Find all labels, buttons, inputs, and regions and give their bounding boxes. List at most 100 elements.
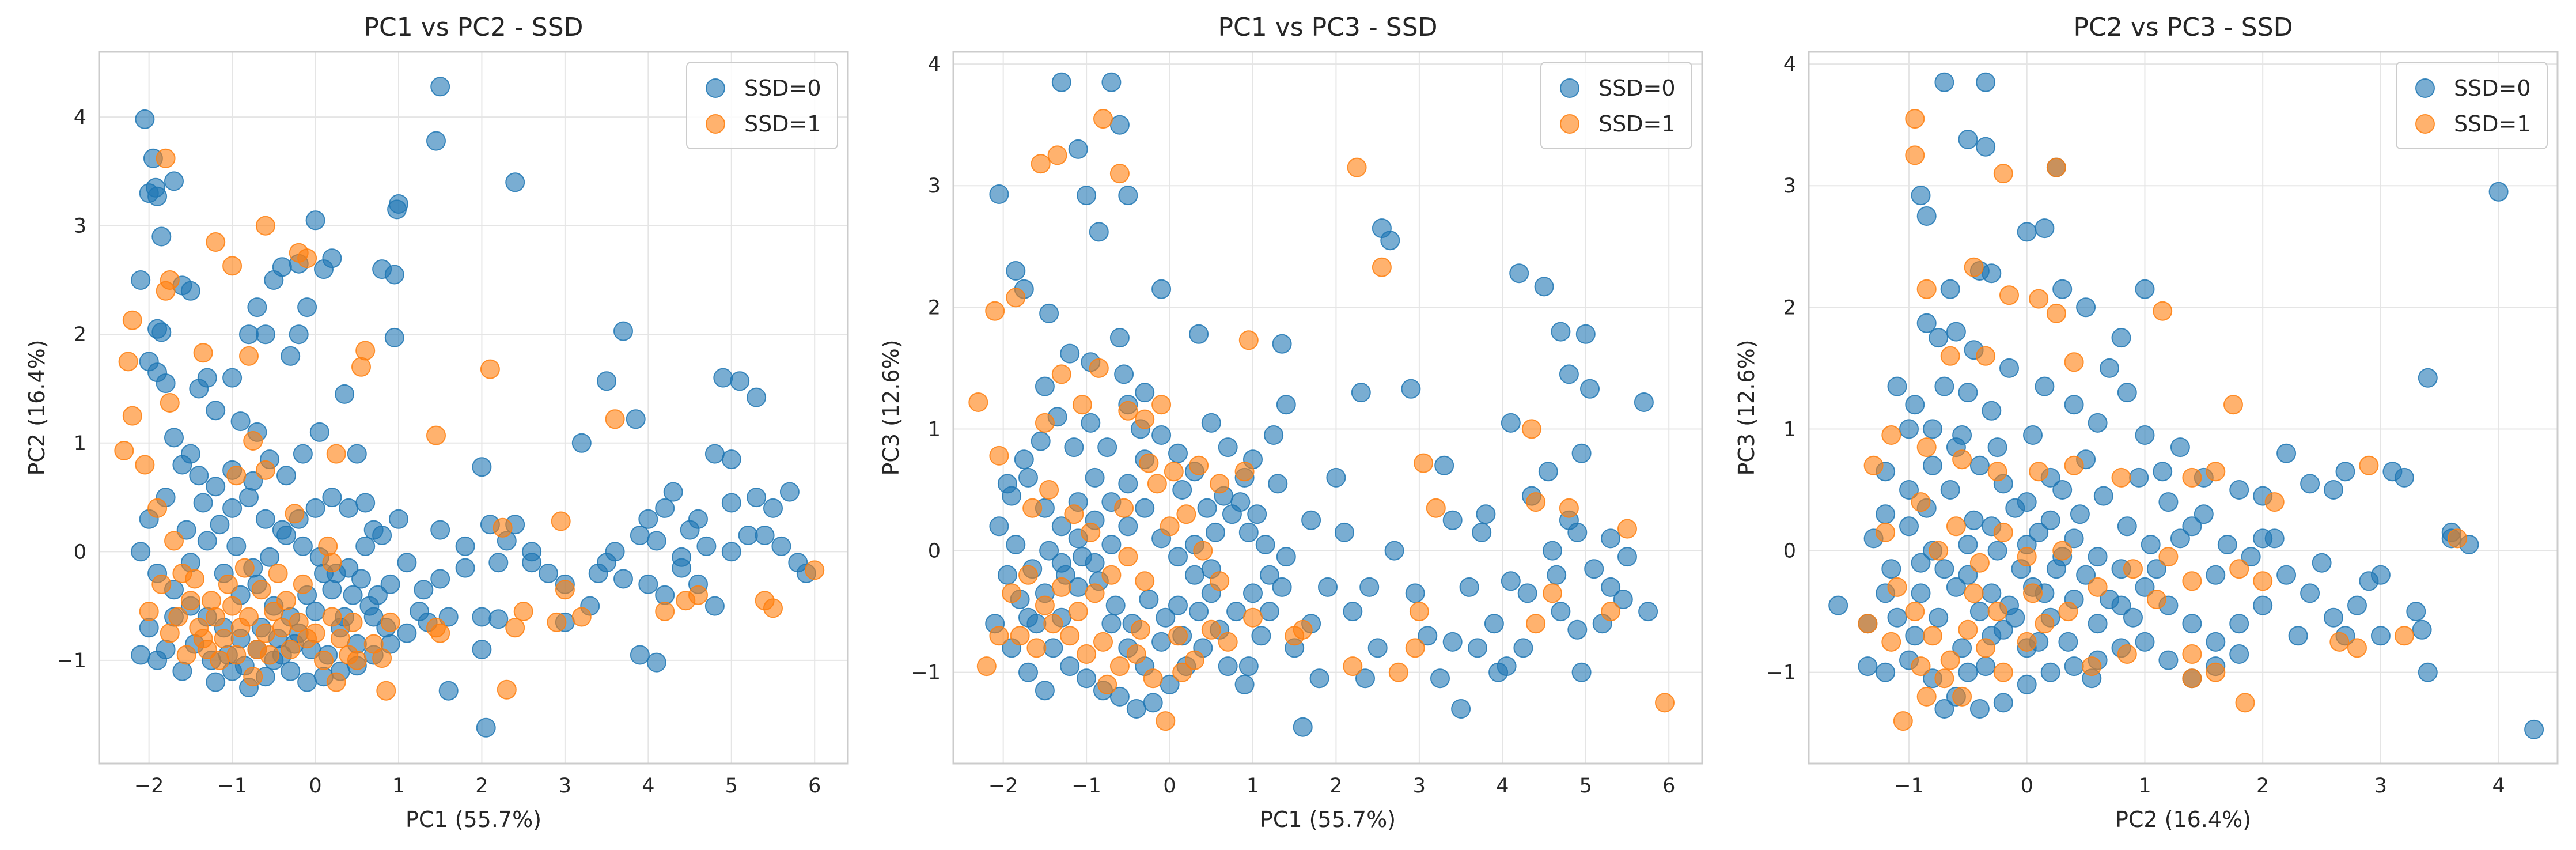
data-point — [2088, 413, 2108, 433]
data-point — [255, 460, 275, 480]
data-point — [272, 618, 292, 638]
data-point — [1418, 626, 1438, 646]
data-point — [1580, 379, 1600, 399]
data-point — [2111, 328, 2131, 348]
data-point — [2135, 279, 2155, 299]
data-point — [1987, 437, 2007, 458]
data-point — [1255, 535, 1275, 554]
data-point — [1051, 577, 1071, 597]
data-point — [1923, 626, 1942, 646]
data-point — [1189, 602, 1209, 622]
y-tick-label: 2 — [928, 296, 941, 319]
data-point — [2017, 674, 2037, 694]
data-point — [1051, 516, 1071, 537]
data-point — [1156, 711, 1176, 731]
data-point — [2035, 376, 2055, 396]
data-point — [1077, 644, 1097, 664]
y-tick-label: 3 — [928, 175, 941, 198]
x-tick-label: 0 — [309, 775, 321, 798]
data-point — [222, 498, 243, 518]
data-point — [281, 661, 301, 681]
data-point — [2005, 498, 2025, 518]
data-point — [1916, 279, 1937, 299]
data-point — [255, 216, 275, 236]
data-point — [1426, 498, 1446, 518]
data-point — [630, 526, 650, 545]
data-point — [1039, 303, 1059, 323]
data-point — [985, 301, 1005, 321]
data-point — [1251, 626, 1271, 646]
data-point — [230, 411, 251, 432]
data-point — [131, 270, 151, 290]
data-point — [1911, 553, 1931, 573]
data-point — [2070, 504, 2090, 524]
data-point — [118, 352, 138, 372]
data-point — [1334, 522, 1354, 542]
data-point — [1964, 583, 1984, 603]
data-point — [1911, 583, 1931, 603]
data-point — [472, 607, 492, 627]
data-point — [1887, 607, 1907, 628]
plot-frame — [952, 51, 1703, 765]
data-point — [1876, 522, 1896, 542]
data-point — [1184, 650, 1204, 670]
data-point — [160, 393, 180, 413]
data-point — [1060, 626, 1080, 646]
data-point — [1958, 130, 1978, 149]
data-point — [206, 232, 226, 252]
data-point — [2117, 516, 2137, 537]
legend-marker — [2415, 78, 2435, 98]
data-point — [2158, 547, 2179, 567]
data-point — [1958, 619, 1978, 640]
data-point — [314, 650, 334, 670]
data-point — [1126, 644, 1146, 664]
data-point — [1293, 717, 1313, 737]
data-point — [1551, 322, 1571, 342]
data-point — [738, 526, 758, 545]
data-point — [1976, 346, 1996, 366]
data-point — [1476, 504, 1496, 524]
data-point — [1285, 626, 1305, 646]
data-point — [1946, 516, 1966, 537]
data-point — [151, 574, 172, 594]
data-point — [297, 297, 317, 318]
data-point — [1118, 547, 1138, 567]
data-point — [430, 569, 450, 589]
data-point — [1964, 257, 1984, 277]
data-point — [1010, 626, 1030, 646]
data-point — [1999, 285, 2019, 305]
data-point — [285, 504, 305, 524]
data-point — [1905, 602, 1925, 622]
data-point — [147, 650, 168, 670]
data-point — [613, 321, 633, 341]
data-point — [1238, 330, 1259, 350]
data-point — [426, 618, 446, 638]
data-point — [206, 672, 226, 692]
data-point — [293, 536, 313, 556]
x-tick-label: 5 — [725, 775, 738, 798]
chart-title: PC1 vs PC3 - SSD — [1218, 13, 1437, 42]
data-point — [547, 612, 567, 632]
plot-frame — [1808, 51, 2559, 765]
data-point — [1999, 358, 2019, 378]
legend: SSD=0 SSD=1 — [2396, 62, 2548, 149]
data-point — [189, 379, 209, 399]
data-point — [1135, 409, 1155, 429]
data-point — [2141, 535, 2161, 554]
data-point — [2046, 559, 2066, 579]
data-point — [1189, 455, 1209, 475]
data-point — [713, 368, 733, 388]
data-point — [1571, 443, 1592, 463]
data-point — [1197, 498, 1217, 518]
data-point — [1131, 619, 1150, 640]
data-point — [1093, 632, 1113, 652]
data-point — [721, 449, 741, 470]
legend-marker — [1560, 78, 1579, 98]
data-point — [164, 428, 184, 448]
data-point — [1068, 139, 1088, 159]
data-point — [2017, 222, 2037, 242]
chart-panel-1: −2 −1 0 1 2 3 4 5 6 −1 0 1 2 3 4 PC1 vs PC2 - SSD PC1 (5… — [24, 13, 849, 832]
data-point — [239, 607, 259, 627]
data-point — [255, 623, 275, 643]
data-point — [2052, 480, 2073, 500]
